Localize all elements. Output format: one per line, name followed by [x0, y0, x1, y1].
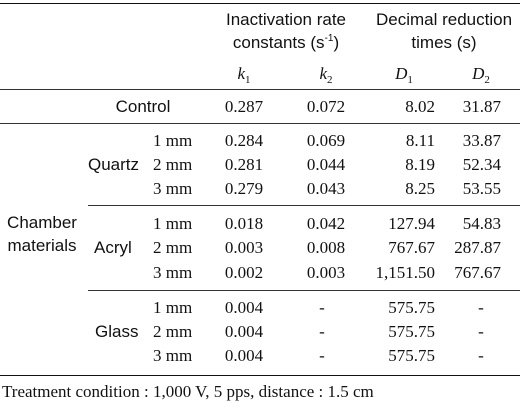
bottom-rule — [0, 375, 520, 376]
cell-d1: 1,151.50 — [375, 263, 436, 282]
cell-k1: 0.004 — [224, 298, 264, 317]
side-label-line2: materials — [7, 236, 77, 255]
cell-d2: 54.83 — [462, 214, 501, 233]
cell-k2: 0.072 — [306, 97, 346, 116]
cell-thickness: 3 mm — [153, 179, 193, 198]
footnote: Treatment condition : 1,000 V, 5 pps, di… — [2, 382, 374, 401]
cell-k1: 0.002 — [224, 263, 264, 282]
group-name: Glass — [95, 322, 139, 341]
col-header-k1: k1 — [237, 64, 251, 86]
glass-divider — [88, 290, 520, 291]
cell-k1: 0.284 — [224, 131, 264, 150]
unit-exponent: -1 — [324, 33, 334, 44]
cell-d1: 8.19 — [405, 155, 435, 174]
cell-thickness: 2 mm — [153, 322, 193, 341]
cell-thickness: 1 mm — [153, 214, 193, 233]
cell-k2: 0.003 — [306, 263, 346, 282]
cell-k1: 0.281 — [224, 155, 264, 174]
col-header-d1: D1 — [395, 64, 413, 86]
cell-k2: - — [319, 346, 325, 365]
cell-k2: 0.043 — [306, 179, 346, 198]
acryl-divider — [88, 205, 520, 206]
cell-thickness: 1 mm — [153, 298, 193, 317]
header-rule — [0, 89, 520, 90]
cell-d2: 767.67 — [454, 263, 501, 282]
cell-k2: - — [319, 322, 325, 341]
quartz-divider — [0, 123, 520, 124]
cell-k1: 0.004 — [224, 346, 264, 365]
group1-header-line2: constants (s-1) — [232, 33, 340, 52]
cell-d1: 767.67 — [388, 238, 435, 257]
cell-d1: 575.75 — [388, 346, 435, 365]
cell-d2: - — [478, 322, 484, 341]
cell-thickness: 2 mm — [153, 155, 193, 174]
cell-thickness: 3 mm — [153, 263, 193, 282]
cell-thickness: 3 mm — [153, 346, 193, 365]
cell-k2: - — [319, 298, 325, 317]
control-label: Control — [115, 97, 171, 116]
cell-k1: 0.003 — [224, 238, 264, 257]
cell-d2: 53.55 — [462, 179, 501, 198]
cell-d1: 8.25 — [405, 179, 435, 198]
cell-k2: 0.069 — [306, 131, 346, 150]
group2-header-line1: Decimal reduction — [375, 10, 513, 29]
cell-d1: 575.75 — [388, 298, 435, 317]
cell-k1: 0.279 — [224, 179, 264, 198]
cell-d1: 127.94 — [388, 214, 435, 233]
side-label-line1: Chamber — [7, 213, 77, 232]
cell-k1: 0.004 — [224, 322, 264, 341]
cell-d2: - — [478, 346, 484, 365]
group-name: Quartz — [88, 155, 140, 174]
cell-k2: 0.044 — [306, 155, 346, 174]
cell-d2: - — [478, 298, 484, 317]
group1-header-line1: Inactivation rate — [225, 10, 347, 29]
cell-d2: 52.34 — [462, 155, 501, 174]
cell-k1: 0.287 — [224, 97, 264, 116]
cell-d1: 8.02 — [405, 97, 435, 116]
cell-d2: 287.87 — [454, 238, 501, 257]
cell-d2: 33.87 — [462, 131, 501, 150]
top-rule — [0, 3, 520, 4]
cell-thickness: 2 mm — [153, 238, 193, 257]
cell-k1: 0.018 — [224, 214, 264, 233]
cell-d1: 8.11 — [405, 131, 435, 150]
col-header-k2: k2 — [319, 64, 333, 86]
cell-d1: 575.75 — [388, 322, 435, 341]
cell-d2: 31.87 — [462, 97, 501, 116]
col-header-d2: D2 — [472, 64, 490, 86]
group-name: Acryl — [94, 238, 132, 257]
cell-k2: 0.042 — [306, 214, 346, 233]
group2-header-line2: times (s) — [411, 33, 477, 52]
cell-k2: 0.008 — [306, 238, 346, 257]
cell-thickness: 1 mm — [153, 131, 193, 150]
